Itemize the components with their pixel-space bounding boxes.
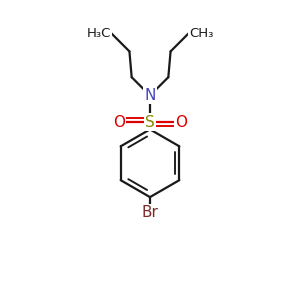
- Text: O: O: [113, 115, 125, 130]
- Text: CH₃: CH₃: [189, 27, 213, 40]
- Text: N: N: [144, 88, 156, 103]
- Text: Br: Br: [142, 205, 158, 220]
- Text: S: S: [145, 115, 155, 130]
- Text: H₃C: H₃C: [87, 27, 111, 40]
- Text: O: O: [175, 115, 187, 130]
